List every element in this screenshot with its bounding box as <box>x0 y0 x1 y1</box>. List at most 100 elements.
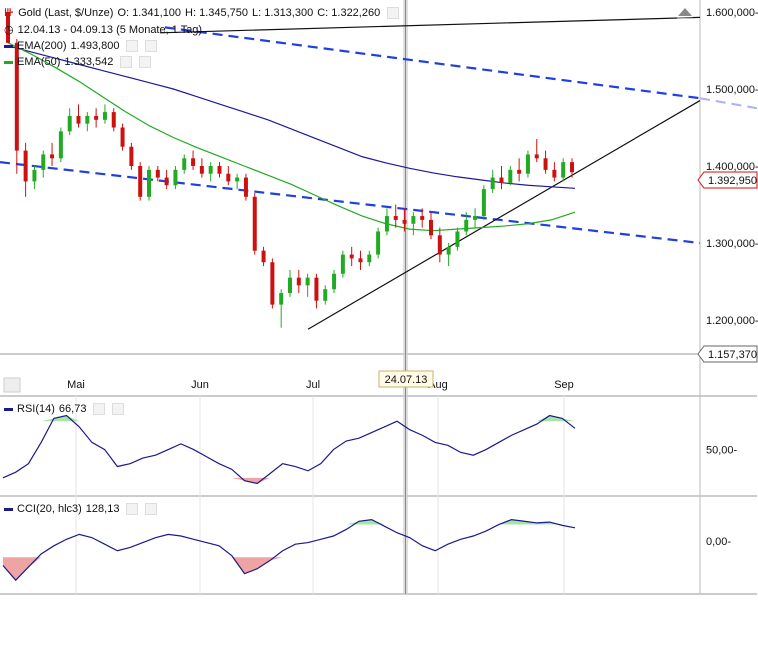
candle-body <box>235 177 240 182</box>
candle <box>226 166 231 186</box>
candle-body <box>164 177 169 186</box>
candle-body <box>32 169 37 182</box>
candle-body <box>332 273 337 290</box>
rsi-close-icon[interactable] <box>112 403 125 415</box>
candle <box>243 173 248 201</box>
candle <box>332 269 337 294</box>
candle <box>420 208 425 228</box>
ema200-settings-icon[interactable] <box>126 40 139 52</box>
candle <box>94 108 99 128</box>
ema200-legend[interactable]: EMA(200) 1.493,800 <box>4 40 158 52</box>
ema50-line <box>7 42 576 232</box>
candle <box>235 173 240 190</box>
candle <box>173 166 178 190</box>
candle-body <box>358 258 363 263</box>
candle <box>376 227 381 259</box>
candle-body <box>147 169 151 197</box>
cci-legend[interactable]: CCI(20, hlc3) 128,13 <box>4 503 158 515</box>
low-value: L: 1.313,300 <box>252 6 314 19</box>
month-tick-label: Sep <box>554 379 574 391</box>
candle-body <box>23 150 28 182</box>
candle-body <box>314 277 319 301</box>
candle-body <box>50 154 55 159</box>
price-tick-label: 1.200,000- <box>706 315 758 327</box>
candle-body <box>67 115 72 132</box>
candle <box>252 192 257 255</box>
candle <box>129 142 134 170</box>
cci-settings-icon[interactable] <box>126 503 139 515</box>
ema200-value: 1.493,800 <box>70 40 120 52</box>
candle <box>111 108 116 132</box>
candle-body <box>376 231 381 255</box>
chart-type-icon: ⊪ <box>4 7 15 19</box>
candle <box>208 162 213 182</box>
ema200-label: EMA(200) <box>17 40 67 52</box>
month-tick-label: Jul <box>306 379 320 391</box>
rsi-settings-icon[interactable] <box>93 403 106 415</box>
candle <box>155 166 160 182</box>
ema200-swatch-icon <box>4 44 13 48</box>
candle <box>85 112 90 132</box>
candle <box>411 212 416 236</box>
date-range: ◷ 12.04.13 - 04.09.13 (5 Monate, 1 Tag) <box>4 23 202 37</box>
candle <box>384 208 389 236</box>
ema50-close-icon[interactable] <box>139 56 152 68</box>
candle-body <box>323 289 328 301</box>
open-value: O: 1.341,100 <box>117 6 182 19</box>
last-price-tag <box>697 171 758 189</box>
candle-body <box>14 42 19 151</box>
candle-body <box>420 216 425 220</box>
candle <box>534 139 539 163</box>
candle <box>340 250 345 278</box>
candle <box>288 269 292 297</box>
ema50-label: EMA(50) <box>17 56 61 68</box>
candle <box>76 104 81 128</box>
rsi-overbought-fill <box>3 415 575 422</box>
cci-close-icon[interactable] <box>145 503 158 515</box>
candle-body <box>217 166 222 174</box>
candle <box>552 162 557 182</box>
candle <box>182 154 187 174</box>
candle-body <box>76 115 81 124</box>
rsi-legend[interactable]: RSI(14) 66,73 <box>4 403 125 415</box>
candle <box>517 158 522 182</box>
crosshair-label-box <box>378 370 434 388</box>
candle-body <box>437 235 442 255</box>
candle-body <box>182 158 187 170</box>
candle <box>314 273 319 309</box>
candle <box>261 246 266 267</box>
candle-body <box>525 154 530 174</box>
candle-body <box>261 250 266 263</box>
price-tick-label: 1.300,000- <box>706 238 758 250</box>
candle <box>349 246 354 267</box>
candle-body <box>208 166 213 174</box>
candle <box>446 243 451 267</box>
ema50-legend[interactable]: EMA(50) 1.333,542 <box>4 56 152 68</box>
candle-body <box>296 277 301 286</box>
candle <box>455 227 460 251</box>
candle <box>191 150 196 170</box>
candle <box>6 12 10 43</box>
candle <box>429 212 433 240</box>
cci-value: 128,13 <box>85 503 120 515</box>
candle <box>41 150 46 178</box>
candle <box>543 150 548 174</box>
candle-body <box>305 277 310 286</box>
price-tick-label: 1.400,000- <box>706 161 758 173</box>
header-settings-icon[interactable] <box>387 6 400 19</box>
candle <box>50 142 55 166</box>
low-price-label: 1.157,370 <box>708 349 757 361</box>
candle-body <box>384 216 389 232</box>
instrument-header: ⊪ Gold (Last, $/Unze) O: 1.341,100 H: 1.… <box>4 6 400 19</box>
candle-body <box>155 169 160 178</box>
candle-body <box>111 112 116 128</box>
candle <box>217 162 222 178</box>
ema200-close-icon[interactable] <box>145 40 158 52</box>
candle <box>473 208 478 228</box>
ema50-settings-icon[interactable] <box>120 56 133 68</box>
cci-label: CCI(20, hlc3) <box>17 503 82 515</box>
clock-icon: ◷ <box>4 24 14 36</box>
candle <box>393 204 398 228</box>
candle-body <box>252 196 257 251</box>
